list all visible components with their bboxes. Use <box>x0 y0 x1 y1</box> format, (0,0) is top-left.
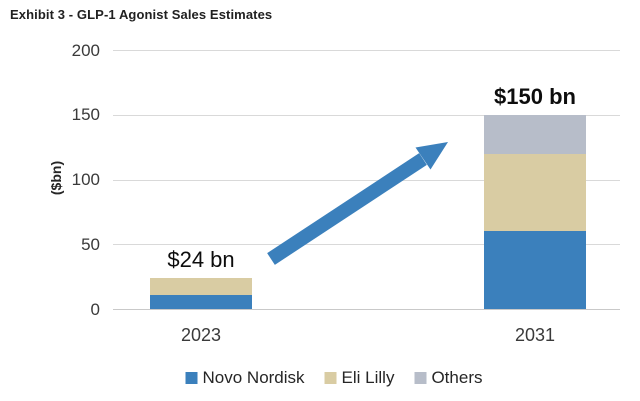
bar-segment-2031-eli-lilly <box>484 153 586 232</box>
legend-item-eli-lilly: Eli Lilly <box>324 368 395 388</box>
total-label-2023: $24 bn <box>167 246 235 272</box>
legend-swatch-novo-nordisk <box>185 372 198 384</box>
chart-title: Exhibit 3 - GLP-1 Agonist Sales Estimate… <box>10 7 273 22</box>
y-tick-label-150: 150 <box>71 105 100 125</box>
y-tick-label-200: 200 <box>71 40 100 60</box>
bar-segment-2031-others <box>484 114 586 154</box>
bar-segment-2023-novo-nordisk <box>150 294 252 309</box>
legend-swatch-others <box>414 372 427 384</box>
gridline-200 <box>113 50 620 51</box>
legend-swatch-eli-lilly <box>324 372 337 384</box>
bar-segment-2031-novo-nordisk <box>484 231 586 309</box>
x-tick-label-2023: 2023 <box>180 325 222 345</box>
legend-label-novo-nordisk: Novo Nordisk <box>202 368 305 387</box>
y-tick-label-50: 50 <box>81 234 100 254</box>
bar-segment-2023-eli-lilly <box>150 277 252 295</box>
x-tick-label-2031: 2031 <box>514 325 556 345</box>
legend-item-others: Others <box>414 368 482 388</box>
legend: Novo Nordisk Eli Lilly Others <box>185 368 482 388</box>
y-tick-label-0: 0 <box>90 299 100 319</box>
y-tick-label-100: 100 <box>71 170 100 189</box>
total-label-2031: $150 bn <box>494 83 576 109</box>
legend-label-others: Others <box>431 368 483 387</box>
legend-label-eli-lilly: Eli Lilly <box>341 368 395 387</box>
legend-item-novo-nordisk: Novo Nordisk <box>185 368 305 388</box>
gridline-0 <box>113 309 620 310</box>
gridline-150 <box>113 114 620 116</box>
